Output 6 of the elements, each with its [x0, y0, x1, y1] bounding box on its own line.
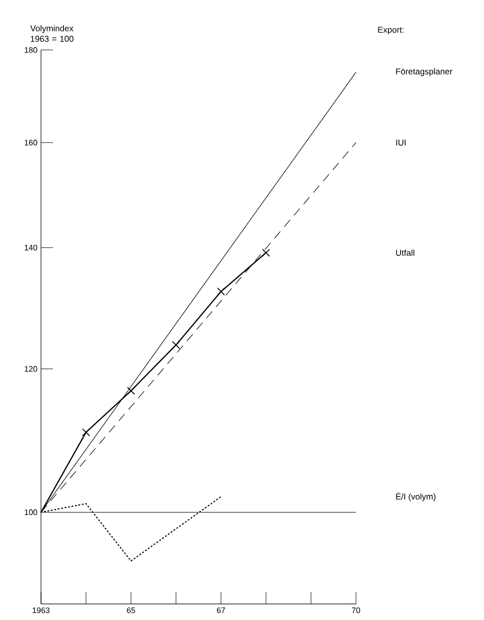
text: IUI [396, 140, 406, 146]
text: Ė/I (volym) [396, 492, 436, 502]
y-axis-title: Volymindex 1963 = 100 [30, 25, 74, 42]
text: Export: [378, 26, 404, 34]
text: Utfall [396, 250, 414, 256]
text: Företagsplaner [396, 68, 452, 76]
